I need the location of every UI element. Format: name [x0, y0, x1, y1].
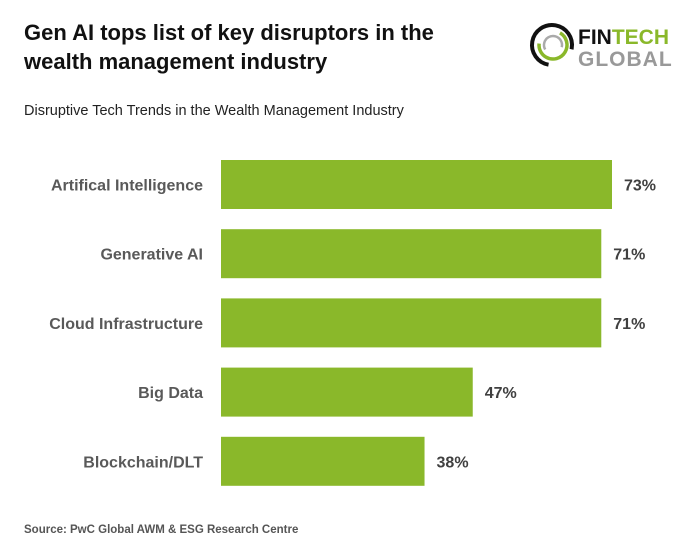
data-label: 71%	[613, 247, 645, 264]
logo-text-fin: FINTECH	[578, 26, 669, 49]
bar	[221, 436, 425, 486]
data-label: 47%	[485, 385, 517, 402]
data-label: 38%	[437, 454, 469, 471]
category-label: Blockchain/DLT	[83, 454, 203, 471]
chart-title: Disruptive Tech Trends in the Wealth Man…	[24, 103, 404, 119]
bar	[221, 298, 602, 348]
category-label: Generative AI	[100, 247, 203, 264]
source-note: Source: PwC Global AWM & ESG Research Ce…	[24, 524, 299, 536]
bar	[221, 160, 612, 209]
bar	[221, 367, 473, 417]
category-label: Cloud Infrastructure	[49, 316, 203, 333]
logo-ring-icon: FINTECH GLOBAL	[530, 23, 673, 71]
logo-text-global: GLOBAL	[578, 48, 673, 70]
category-label: Big Data	[138, 385, 203, 402]
page-title: Gen AI tops list of key disruptors in th…	[24, 20, 434, 74]
data-label: 71%	[613, 316, 645, 333]
data-label: 73%	[624, 178, 656, 195]
fintech-global-logo: FINTECH GLOBAL	[528, 20, 688, 71]
bar	[221, 229, 602, 279]
category-label: Artifical Intelligence	[51, 178, 203, 195]
